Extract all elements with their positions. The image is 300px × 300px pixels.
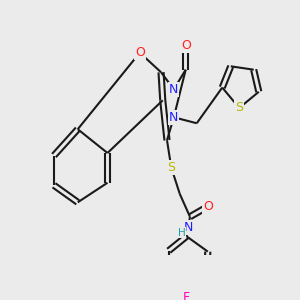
Text: N: N — [169, 83, 178, 96]
Text: H: H — [178, 228, 186, 238]
Text: S: S — [235, 101, 243, 114]
Text: N: N — [169, 111, 178, 124]
Text: F: F — [183, 291, 190, 300]
Text: O: O — [135, 46, 145, 59]
Text: O: O — [181, 38, 190, 52]
Text: O: O — [203, 200, 213, 213]
Text: N: N — [184, 221, 193, 234]
Text: S: S — [167, 161, 175, 174]
